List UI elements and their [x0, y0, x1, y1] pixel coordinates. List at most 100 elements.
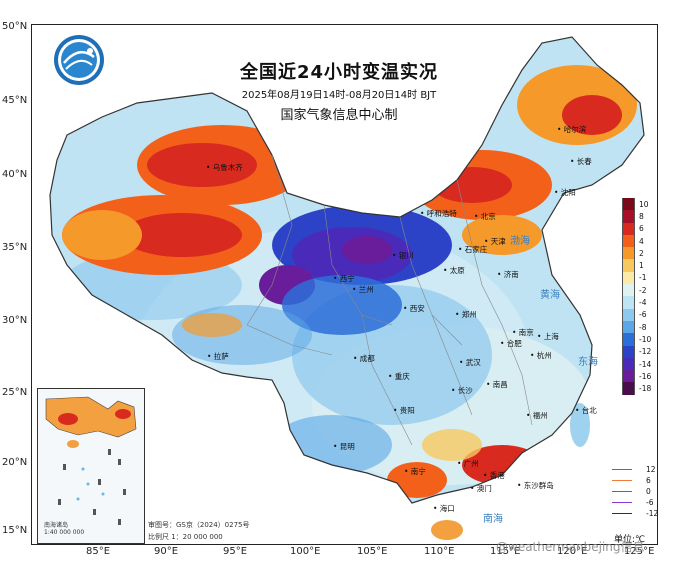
city-label: • 昆明	[333, 442, 355, 451]
isoline-legend: 12 6 0 -6 -12	[612, 464, 660, 519]
city-label: • 成都	[353, 354, 375, 363]
legend-row: 6	[622, 222, 670, 235]
legend-label: -14	[639, 359, 652, 369]
legend-row: -14	[622, 357, 670, 371]
city-label: • 银川	[392, 251, 414, 260]
lat-label: 45°N	[2, 95, 28, 106]
city-label: • 北京	[474, 212, 496, 221]
legend-row: 1	[622, 259, 670, 272]
map-approval-number: 审图号：GS京（2024）0275号	[148, 521, 250, 529]
city-label: • 兰州	[352, 285, 374, 294]
city-label: • 石家庄	[458, 245, 488, 254]
lon-label: 110°E	[424, 546, 455, 557]
isoline-row: 6	[612, 475, 660, 486]
legend-row: 4	[622, 234, 670, 248]
isoline-label: 0	[646, 487, 651, 496]
legend-label: -6	[639, 310, 647, 320]
isoline-label: 12	[646, 465, 656, 474]
map-title: 全国近24小时变温实况	[239, 62, 439, 83]
city-label: • 澳门	[470, 484, 492, 493]
legend-label: 2	[639, 248, 644, 258]
map-subtitle: 2025年08月19日14时-08月20日14时 BJT	[241, 90, 437, 101]
legend-row: -6	[622, 308, 670, 321]
lat-label: 25°N	[2, 387, 28, 398]
lon-label: 125°E	[624, 546, 655, 557]
lon-label: 100°E	[290, 546, 321, 557]
legend-swatch	[622, 247, 635, 260]
unit-label: 单位:℃	[614, 535, 646, 545]
city-label: • 南昌	[486, 380, 508, 389]
legend-label: 8	[639, 211, 644, 221]
isoline-row: -6	[612, 497, 660, 508]
lat-label: 15°N	[2, 525, 28, 536]
legend-row: -8	[622, 320, 670, 334]
map-info: 审图号：GS京（2024）0275号 比例尺 1：20 000 000	[148, 519, 250, 543]
city-label: • 太原	[443, 266, 465, 275]
legend-label: 4	[639, 236, 644, 246]
isoline-swatch	[612, 502, 632, 503]
legend-label: -12	[639, 347, 652, 357]
legend-swatch	[622, 234, 635, 248]
city-label: • 西安	[403, 304, 425, 313]
map-scale: 比例尺 1：20 000 000	[148, 533, 223, 541]
lat-label: 50°N	[2, 21, 28, 32]
city-label: • 长沙	[451, 386, 473, 395]
legend-swatch	[622, 198, 635, 211]
watermark: @weathermanbejing信息	[496, 540, 645, 554]
legend-label: -4	[639, 298, 647, 308]
lon-label: 90°E	[154, 546, 179, 557]
legend-label: 6	[639, 224, 644, 234]
city-label: • 天津	[484, 237, 506, 246]
lat-label: 20°N	[2, 457, 28, 468]
legend-swatch	[622, 333, 635, 346]
legend-swatch	[622, 357, 635, 371]
province-borders	[246, 154, 533, 446]
city-label: • 拉萨	[207, 352, 229, 361]
legend-label: -2	[639, 285, 647, 295]
city-label: • 广州	[457, 459, 479, 468]
city-label: • 香港	[483, 471, 505, 480]
isoline-swatch	[612, 480, 632, 481]
city-label: • 上海	[537, 332, 559, 341]
legend-label: 1	[639, 261, 644, 271]
legend-row: -18	[622, 382, 670, 395]
city-label: • 武汉	[459, 358, 481, 367]
lat-label: 30°N	[2, 315, 28, 326]
city-label: • 乌鲁木齐	[206, 163, 243, 172]
legend-swatch	[622, 382, 635, 395]
legend-row: 8	[622, 210, 670, 223]
isoline-label: -12	[646, 509, 659, 518]
city-label: • 长春	[570, 157, 592, 166]
legend-row: -2	[622, 284, 670, 297]
city-label: • 呼和浩特	[420, 209, 457, 218]
legend-swatch	[622, 345, 635, 358]
cma-logo-icon	[54, 35, 104, 85]
country-border	[49, 36, 645, 504]
city-label: • 东沙群岛	[517, 481, 554, 490]
legend-row: -12	[622, 345, 670, 358]
city-label: • 南宁	[404, 467, 426, 476]
legend-swatch	[622, 284, 635, 297]
sea-label: 黄海	[540, 290, 560, 301]
lon-label: 95°E	[223, 546, 248, 557]
city-label: • 济南	[497, 270, 519, 279]
legend-row: -1	[622, 271, 670, 285]
legend-swatch	[622, 210, 635, 223]
south-sea-inset	[37, 388, 145, 544]
isoline-row: -12	[612, 508, 660, 519]
city-label: • 海口	[433, 504, 455, 513]
inset-note: 南海诸岛 1:40 000 000	[44, 522, 85, 536]
isoline-label: -6	[646, 498, 654, 507]
legend-label: 10	[639, 199, 649, 209]
city-label: • 台北	[575, 406, 597, 415]
lat-label: 35°N	[2, 242, 28, 253]
city-label: • 杭州	[530, 351, 552, 360]
isoline-swatch	[612, 491, 632, 492]
legend-row: -4	[622, 296, 670, 309]
sea-label: 渤海	[510, 236, 530, 247]
isoline-row: 12	[612, 464, 660, 475]
legend-swatch	[622, 259, 635, 272]
legend-row: -16	[622, 370, 670, 383]
legend-label: -8	[639, 322, 647, 332]
legend-row: 10	[622, 198, 670, 211]
